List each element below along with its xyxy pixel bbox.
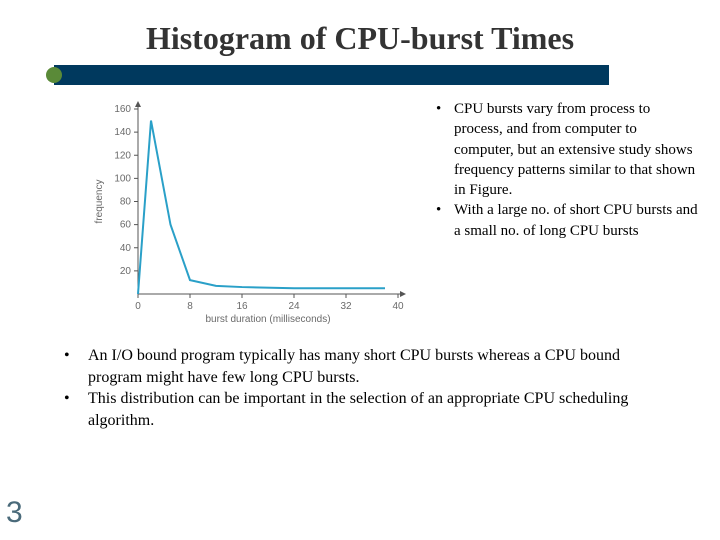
bullet-text: With a large no. of short CPU bursts and…: [454, 200, 700, 241]
svg-text:140: 140: [114, 127, 131, 138]
bullet-dot: •: [436, 99, 454, 200]
list-item: • This distribution can be important in …: [64, 388, 670, 431]
bullet-text: CPU bursts vary from process to process,…: [454, 99, 700, 200]
chart-svg: 20 40 60 80 100 120 140 160 0 8 16 24 32 40 frequency b…: [88, 99, 418, 329]
list-item: • With a large no. of short CPU bursts a…: [436, 200, 700, 241]
slide-number: 3: [6, 496, 23, 530]
list-item: • CPU bursts vary from process to proces…: [436, 99, 700, 200]
svg-text:16: 16: [236, 301, 248, 312]
svg-text:burst duration (milliseconds): burst duration (milliseconds): [205, 314, 330, 325]
bullet-text: An I/O bound program typically has many …: [88, 345, 670, 388]
svg-text:80: 80: [120, 197, 132, 208]
svg-text:0: 0: [135, 301, 141, 312]
bullet-dot: •: [64, 345, 88, 388]
list-item: • An I/O bound program typically has man…: [64, 345, 670, 388]
bullet-dot: •: [436, 200, 454, 241]
svg-text:24: 24: [288, 301, 300, 312]
svg-text:8: 8: [187, 301, 193, 312]
svg-text:40: 40: [120, 243, 132, 254]
svg-text:40: 40: [392, 301, 404, 312]
svg-text:160: 160: [114, 104, 131, 115]
bottom-bullet-list: • An I/O bound program typically has man…: [0, 345, 720, 431]
title-underline-cap: [46, 67, 62, 83]
page-title: Histogram of CPU-burst Times: [0, 0, 720, 65]
svg-text:32: 32: [340, 301, 352, 312]
upper-row: 20 40 60 80 100 120 140 160 0 8 16 24 32 40 frequency b…: [0, 99, 720, 329]
svg-text:120: 120: [114, 150, 131, 161]
histogram-chart: 20 40 60 80 100 120 140 160 0 8 16 24 32 40 frequency b…: [88, 99, 418, 329]
title-underline-bar: [54, 65, 609, 85]
right-bullet-list: • CPU bursts vary from process to proces…: [418, 99, 700, 329]
svg-text:100: 100: [114, 173, 131, 184]
svg-text:60: 60: [120, 220, 132, 231]
svg-text:20: 20: [120, 266, 132, 277]
bullet-dot: •: [64, 388, 88, 431]
bullet-text: This distribution can be important in th…: [88, 388, 670, 431]
svg-text:frequency: frequency: [94, 180, 105, 224]
